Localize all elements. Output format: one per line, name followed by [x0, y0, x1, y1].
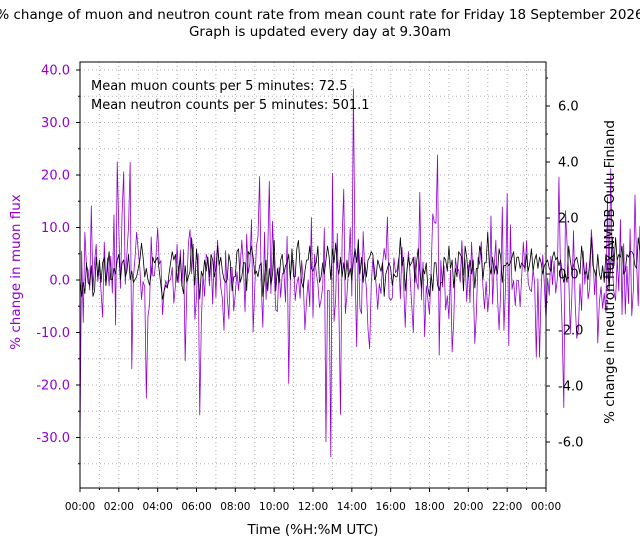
annotation-neutron-mean: Mean neutron counts per 5 minutes: 501.1	[91, 98, 370, 113]
y-left-tick-label: 10.0	[41, 221, 70, 236]
neutron-series-line	[79, 231, 640, 300]
x-tick-label: 06:00	[181, 501, 211, 513]
y-left-tick-label: -30.0	[36, 431, 70, 446]
x-tick-label: 18:00	[414, 501, 444, 513]
y-right-tick-label: -4.0	[558, 380, 583, 395]
y-right-tick-label: 6.0	[558, 100, 579, 115]
x-tick-label: 00:00	[65, 501, 95, 513]
ticks: 40.0 30.0 20.0 10.0 0.0 -10.0 -20.0 -30.0 6.0 4.0…	[36, 64, 583, 514]
chart-title: % change of muon and neutron count rate …	[0, 7, 640, 23]
y-left-tick-label: -20.0	[36, 379, 70, 394]
y-left-tick-label: 40.0	[41, 64, 70, 79]
x-tick-label: 04:00	[143, 501, 173, 513]
muon-series-line	[79, 88, 640, 458]
x-axis-label: Time (%H:%M UTC)	[247, 522, 379, 538]
y-right-tick-label: -2.0	[558, 324, 583, 339]
y-right-tick-label: 0.0	[558, 268, 579, 283]
y-right-tick-label: 2.0	[558, 212, 579, 227]
y-right-tick-label: 4.0	[558, 156, 579, 171]
x-tick-label: 12:00	[298, 501, 328, 513]
x-tick-label: 00:00	[531, 501, 561, 513]
y-axis-label-right: % change in neutron flux NMDB Oulu Finla…	[602, 120, 618, 424]
y-axis-label-left: % change in muon flux	[8, 194, 24, 350]
y-left-tick-label: 30.0	[41, 116, 70, 131]
x-tick-label: 20:00	[453, 501, 483, 513]
y-left-tick-label: -10.0	[36, 326, 70, 341]
y-right-tick-label: -6.0	[558, 436, 583, 451]
x-tick-label: 02:00	[104, 501, 134, 513]
x-tick-label: 10:00	[259, 501, 289, 513]
annotation-muon-mean: Mean muon counts per 5 minutes: 72.5	[91, 79, 348, 94]
series-layer	[79, 88, 640, 458]
x-tick-label: 16:00	[376, 501, 406, 513]
x-tick-label: 22:00	[492, 501, 522, 513]
y-left-tick-label: 0.0	[49, 274, 70, 289]
y-left-tick-label: 20.0	[41, 169, 70, 184]
x-tick-label: 08:00	[220, 501, 250, 513]
chart-subtitle: Graph is updated every day at 9.30am	[189, 24, 451, 40]
x-tick-label: 14:00	[337, 501, 367, 513]
